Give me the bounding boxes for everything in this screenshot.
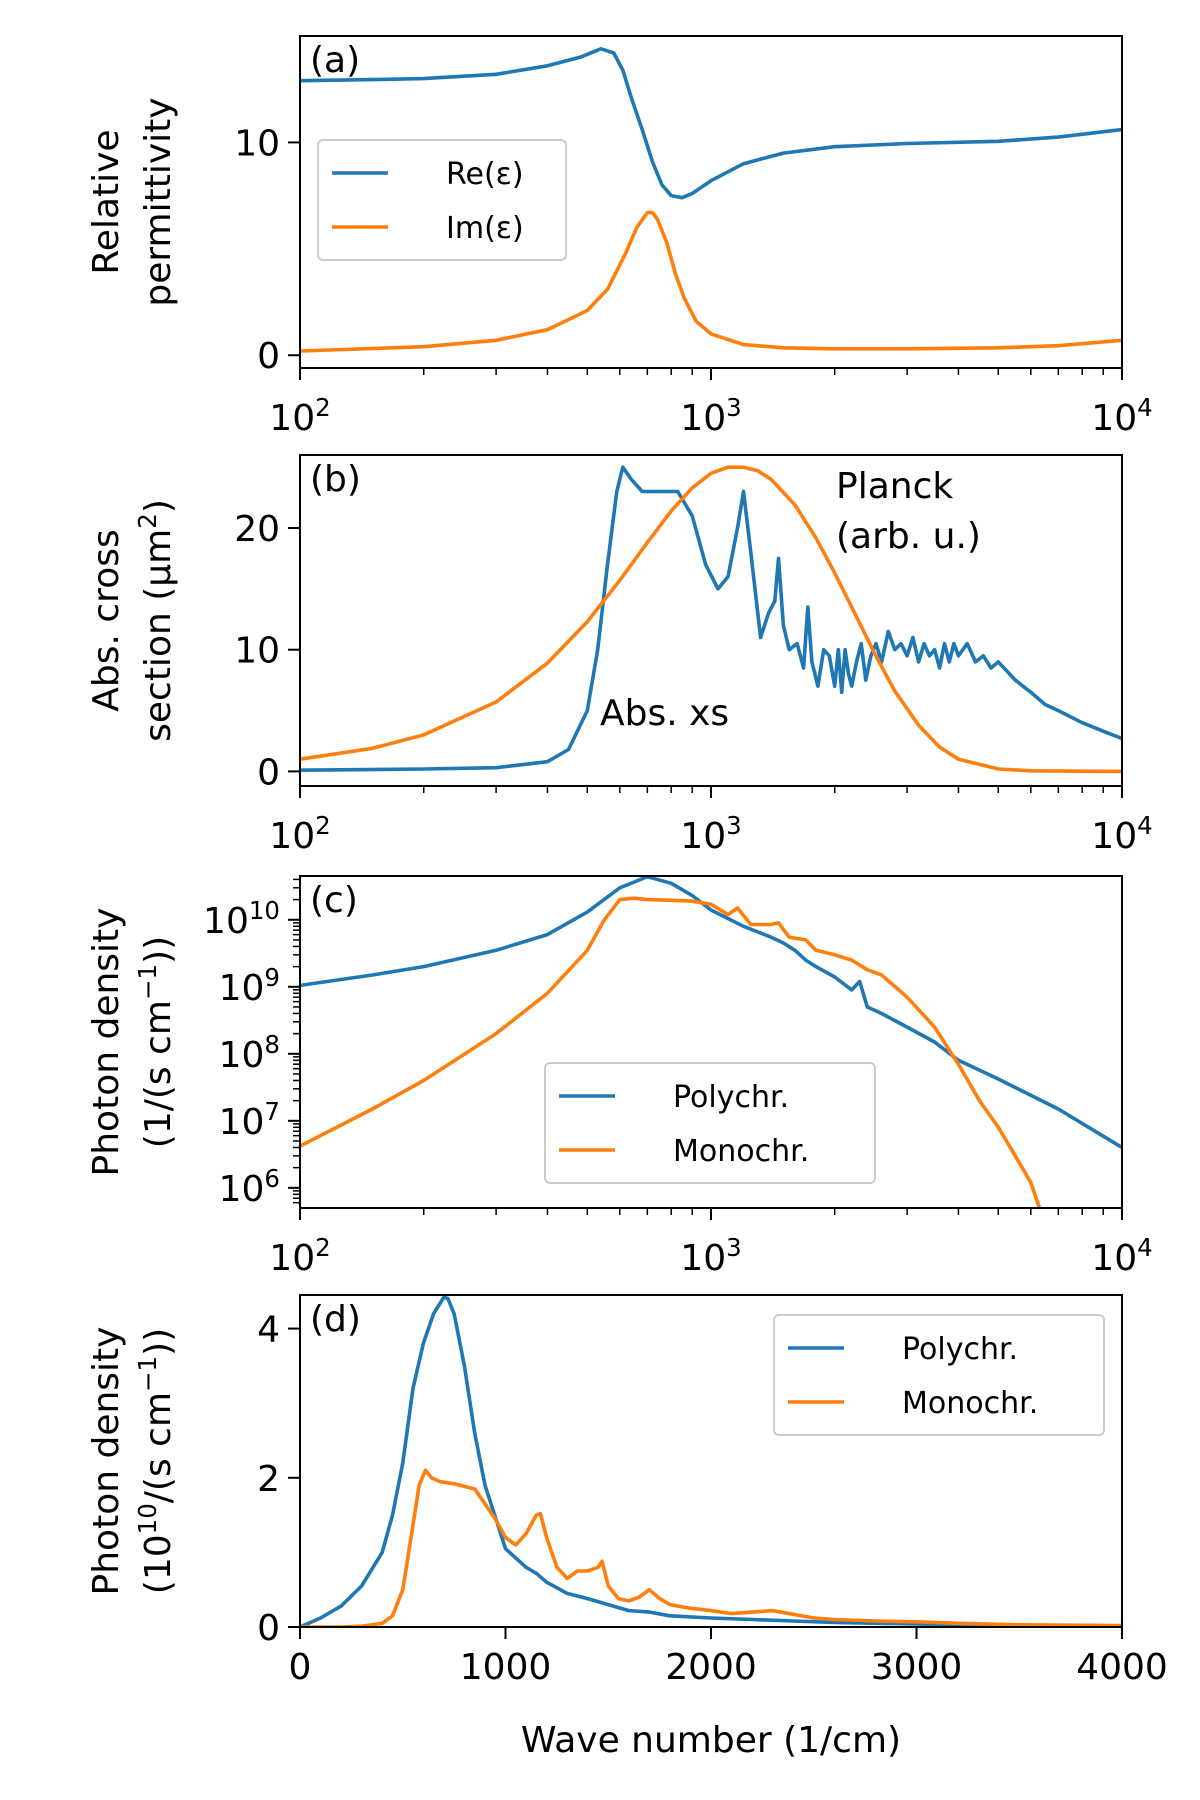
- series-line-monochr: [300, 896, 1042, 1208]
- y-tick-label: 4: [257, 1310, 280, 1351]
- panel-4: 0 1000 2000 3000 4000 0 2 4 Photon density (1010/…: [86, 1294, 1168, 1761]
- series-line-planck-arb-u: [300, 465, 1122, 774]
- annotation-2: (arb. u.): [836, 516, 981, 557]
- y-axis-label: Relative: [86, 129, 127, 274]
- series-line-polychr: [300, 1295, 1122, 1627]
- y-axis-label: permittivity: [138, 97, 179, 306]
- legend-label: Im(ε): [446, 211, 524, 246]
- x-tick-label: 102: [269, 1233, 330, 1280]
- x-tick-label: 103: [680, 1233, 741, 1280]
- series-line-polychr: [300, 876, 1122, 1150]
- y-axis-label: section (µm2): [133, 499, 180, 742]
- legend-box: [544, 1062, 876, 1184]
- panel-label: (c): [310, 880, 358, 921]
- annotation-0: Abs. xs: [600, 693, 729, 734]
- y-tick-label: 107: [219, 1096, 280, 1143]
- legend-label: Monochr.: [673, 1134, 809, 1169]
- y-tick-label: 106: [219, 1163, 280, 1210]
- y-axis-label: Photon density: [86, 1327, 127, 1596]
- series-line-re: [300, 46, 1122, 200]
- x-axis-label: Wave number (1/cm): [521, 1720, 901, 1761]
- panel-label: (a): [310, 40, 360, 81]
- y-tick-label: 20: [234, 509, 280, 550]
- legend-box: [317, 139, 567, 261]
- legend-label: Re(ε): [446, 157, 524, 192]
- panel-2: 102 103 104 0 10 20 Abs. cross section (µm2) (b)…: [86, 454, 1153, 858]
- legend-box: [773, 1314, 1105, 1436]
- series-line-abs-xs: [300, 465, 1122, 773]
- annotation-1: Planck: [836, 466, 953, 507]
- series-line-monochr: [300, 1468, 1122, 1627]
- legend-label: Monochr.: [902, 1386, 1038, 1421]
- y-tick-label: 109: [219, 962, 280, 1009]
- legend: Re(ε) Im(ε): [317, 139, 567, 261]
- y-tick-label: 0: [257, 1608, 280, 1649]
- x-tick-label: 2000: [665, 1647, 757, 1688]
- x-tick-label: 102: [269, 811, 330, 858]
- y-tick-label: 0: [257, 752, 280, 793]
- x-tick-label: 4000: [1076, 1647, 1168, 1688]
- x-tick-label: 1000: [460, 1647, 552, 1688]
- x-tick-label: 103: [680, 393, 741, 440]
- y-axis-label: Abs. cross: [86, 529, 127, 711]
- x-tick-label: 0: [289, 1647, 312, 1688]
- y-axis-label: (1010/(s cm−1)): [133, 1328, 180, 1594]
- x-tick-label: 104: [1091, 811, 1152, 858]
- y-tick-label: 0: [257, 336, 280, 377]
- y-axis-label: Photon density: [86, 908, 127, 1177]
- x-tick-label: 104: [1091, 1233, 1152, 1280]
- x-tick-label: 103: [680, 811, 741, 858]
- y-tick-label: 2: [257, 1459, 280, 1500]
- panel-label: (b): [310, 459, 361, 500]
- legend: Polychr. Monochr.: [544, 1062, 876, 1184]
- y-tick-label: 10: [234, 631, 280, 672]
- y-tick-label: 10: [234, 123, 280, 164]
- y-tick-label: 1010: [203, 895, 280, 942]
- legend: Polychr. Monochr.: [773, 1314, 1105, 1436]
- panel-label: (d): [310, 1299, 361, 1340]
- y-tick-label: 108: [219, 1029, 280, 1076]
- panel-1: 102 103 104 0 10 Relative permittivity (a) Re(ε)…: [86, 35, 1153, 440]
- x-tick-label: 102: [269, 393, 330, 440]
- x-tick-label: 104: [1091, 393, 1152, 440]
- x-tick-label: 3000: [871, 1647, 963, 1688]
- y-axis-label: (1/(s cm−1)): [133, 936, 180, 1148]
- legend-label: Polychr.: [902, 1332, 1018, 1367]
- series-line-im: [300, 210, 1122, 353]
- legend-label: Polychr.: [673, 1080, 789, 1115]
